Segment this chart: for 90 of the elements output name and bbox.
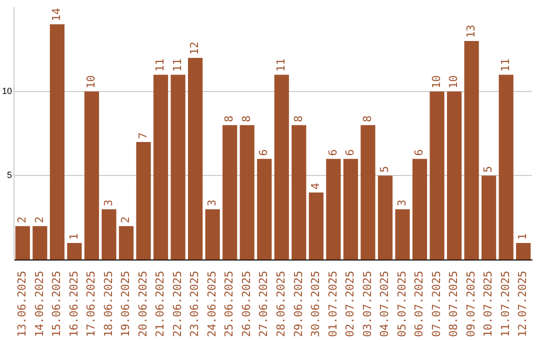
data-label: 10	[430, 75, 443, 89]
bar	[84, 92, 100, 260]
data-label: 1	[516, 233, 530, 240]
data-label: 10	[84, 75, 98, 89]
bar	[205, 209, 220, 260]
data-label: 11	[170, 58, 184, 72]
bar	[498, 74, 514, 260]
data-label: 2	[119, 216, 132, 224]
x-tick-label: 28.06.2025	[274, 270, 288, 338]
x-tick-label: 03.07.2025	[360, 270, 374, 338]
bar	[67, 242, 82, 260]
data-label: 5	[378, 166, 392, 173]
data-label: 11	[154, 58, 167, 72]
data-label: 14	[50, 8, 64, 22]
data-label: 6	[257, 149, 270, 156]
x-tick-label: 14.06.2025	[32, 270, 46, 338]
bar	[274, 74, 289, 260]
bar	[102, 209, 116, 260]
bar	[343, 158, 358, 260]
bar	[15, 226, 30, 260]
bar	[257, 158, 272, 260]
bar	[50, 24, 64, 260]
data-label: 2	[32, 216, 46, 224]
data-label: 3	[395, 200, 408, 206]
data-label: 6	[344, 149, 357, 156]
data-label: 3	[205, 200, 218, 206]
x-tick-label: 19.06.2025	[119, 270, 132, 338]
x-tick-label: 12.07.2025	[516, 270, 530, 338]
bar	[430, 92, 444, 260]
bar	[170, 74, 186, 260]
data-label: 12	[188, 42, 202, 55]
bar	[464, 41, 479, 260]
bar	[153, 74, 168, 260]
bar	[446, 92, 462, 260]
x-tick-label: 18.06.2025	[102, 270, 115, 338]
data-label: 1	[67, 233, 80, 240]
x-tick-label: 05.07.2025	[395, 270, 408, 338]
bar	[32, 226, 48, 260]
data-label: 10	[447, 75, 460, 89]
bar	[136, 142, 151, 260]
bar	[395, 209, 410, 260]
data-label: 8	[222, 116, 236, 122]
data-label: 8	[292, 116, 305, 122]
bar	[240, 125, 254, 260]
x-tick-label: 15.06.2025	[50, 270, 64, 338]
bar	[292, 125, 306, 260]
data-label: 7	[136, 132, 150, 139]
x-tick-label: 08.07.2025	[447, 270, 460, 338]
x-tick-label: 17.06.2025	[84, 270, 98, 338]
x-tick-label: 06.07.2025	[412, 270, 426, 338]
data-label: 4	[309, 182, 322, 190]
data-label: 13	[464, 24, 478, 38]
x-tick-label: 25.06.2025	[222, 270, 236, 338]
bar	[482, 176, 496, 260]
data-label: 5	[482, 166, 495, 173]
x-tick-label: 07.07.2025	[430, 270, 443, 338]
bar	[326, 158, 341, 260]
x-tick-label: 16.06.2025	[67, 270, 80, 338]
data-label: 6	[326, 149, 340, 156]
bar	[222, 125, 238, 260]
bar	[188, 58, 203, 260]
data-label: 6	[412, 149, 426, 156]
x-tick-label: 01.07.2025	[326, 270, 340, 338]
bar	[360, 125, 376, 260]
x-tick-label: 24.06.2025	[205, 270, 218, 338]
bar	[412, 158, 428, 260]
bar	[118, 226, 134, 260]
data-label: 8	[360, 116, 374, 122]
x-tick-label: 11.07.2025	[498, 270, 512, 338]
x-tick-label: 10.07.2025	[482, 270, 495, 338]
x-tick-label: 09.07.2025	[464, 270, 478, 338]
x-tick-label: 29.06.2025	[292, 270, 305, 338]
x-tick-label: 26.06.2025	[240, 270, 253, 338]
x-tick-label: 13.06.2025	[16, 270, 29, 338]
bar	[378, 176, 393, 260]
x-tick-label: 30.06.2025	[309, 270, 322, 338]
x-tick-label: 02.07.2025	[344, 270, 357, 338]
data-label: 11	[498, 58, 512, 72]
bar	[308, 192, 324, 260]
data-label: 8	[240, 116, 253, 122]
x-tick-label: 21.06.2025	[154, 270, 167, 338]
x-tick-label: 23.06.2025	[188, 270, 202, 338]
x-tick-label: 20.06.2025	[136, 270, 150, 338]
x-tick-label: 27.06.2025	[257, 270, 270, 338]
data-label: 3	[102, 200, 115, 206]
x-tick-label: 22.06.2025	[170, 270, 184, 338]
x-tick-label: 04.07.2025	[378, 270, 392, 338]
data-label: 2	[16, 216, 29, 224]
bar	[516, 242, 531, 260]
data-label: 11	[274, 58, 288, 72]
